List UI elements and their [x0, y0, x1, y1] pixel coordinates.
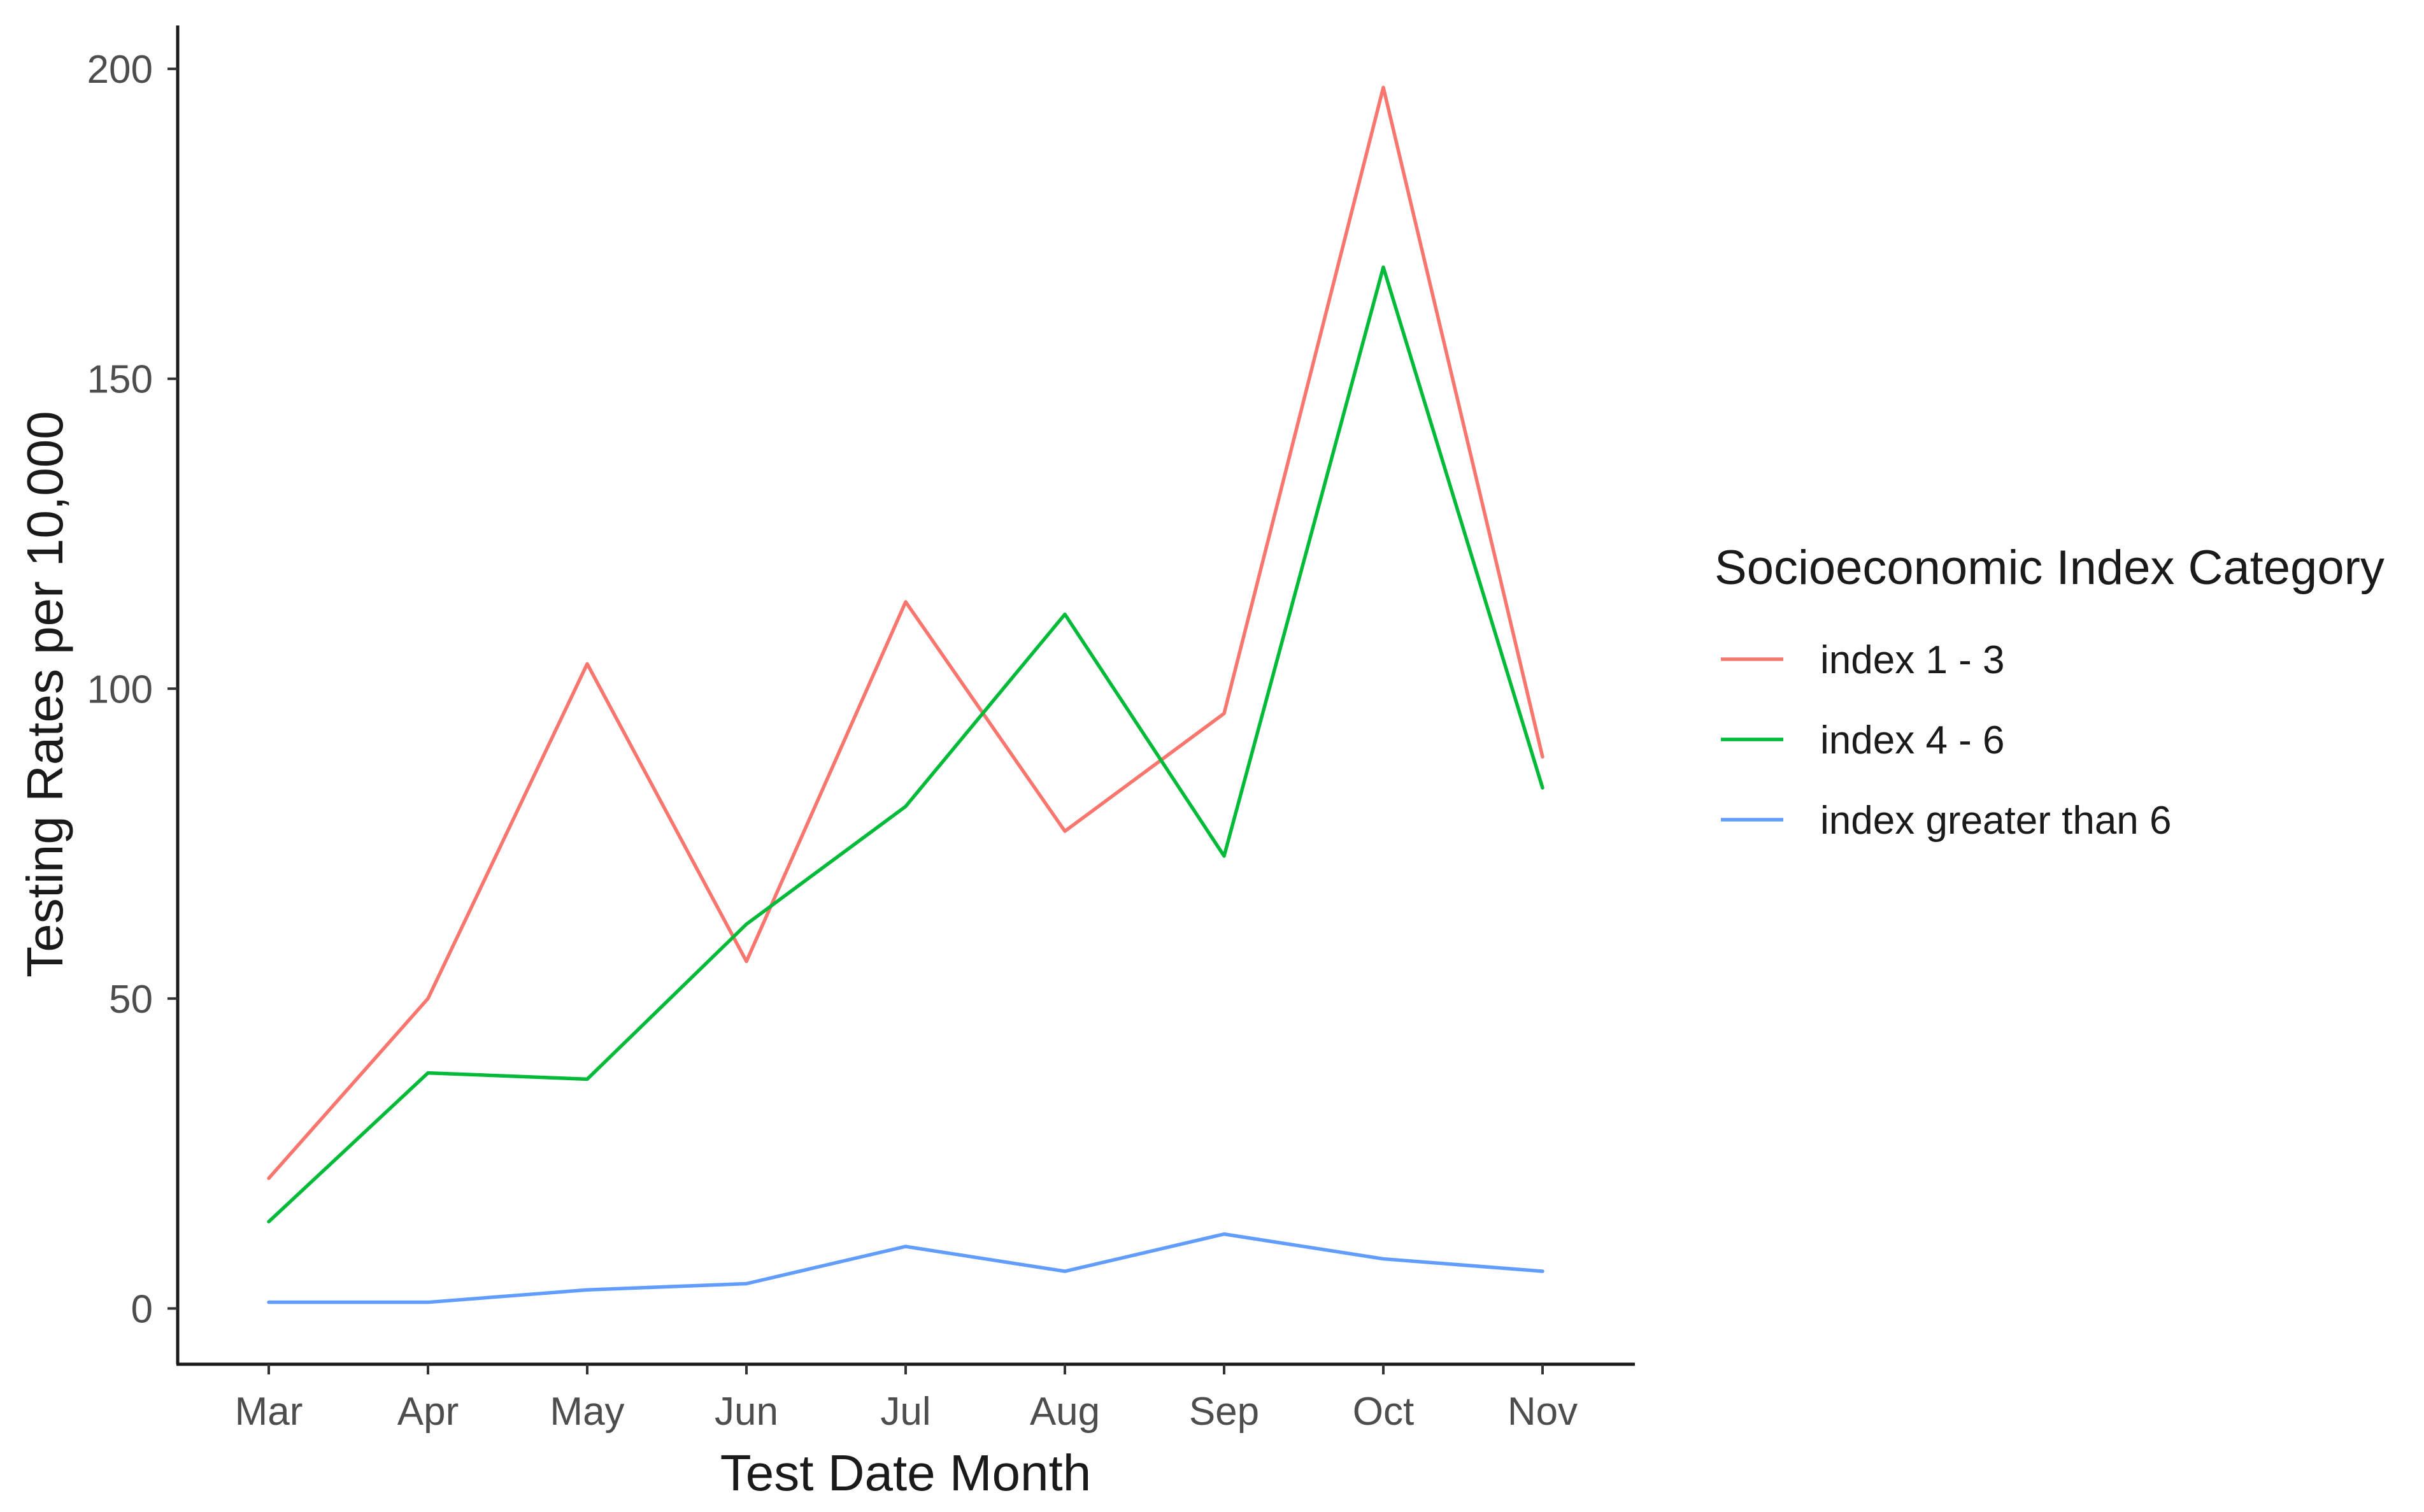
ticks: 0 50 100 150 200 Mar Apr May Jun Jul Aug Sep Oct Nov [87, 48, 1578, 1434]
y-tick-label: 100 [87, 667, 153, 711]
x-tick-label: Aug [1030, 1390, 1100, 1434]
x-tick-label: Sep [1189, 1390, 1259, 1434]
x-tick-label: Jun [715, 1390, 778, 1434]
legend-label-2: index 4 - 6 [1820, 718, 2005, 762]
series-line-3 [267, 1232, 1544, 1304]
x-tick-label: Apr [397, 1390, 459, 1434]
y-tick-label: 150 [87, 358, 153, 402]
x-tick-label: Mar [235, 1390, 303, 1434]
x-tick-label: Nov [1508, 1390, 1578, 1434]
x-tick-label: May [550, 1390, 624, 1434]
series-line-2 [267, 265, 1544, 1223]
y-tick-label: 50 [109, 978, 153, 1022]
y-tick-label: 200 [87, 48, 153, 92]
legend: Socioeconomic Index Category index 1 - 3… [1715, 541, 2385, 843]
legend-label-1: index 1 - 3 [1820, 638, 2005, 682]
legend-items: index 1 - 3 index 4 - 6 index greater than… [1721, 638, 2172, 843]
y-axis-title: Testing Rates per 10,000 [17, 411, 73, 977]
x-tick-label: Jul [880, 1390, 930, 1434]
x-axis-title: Test Date Month [720, 1444, 1092, 1501]
legend-label-3: index greater than 6 [1820, 799, 2172, 843]
plot-area [267, 85, 1544, 1304]
x-tick-label: Oct [1353, 1390, 1414, 1434]
legend-title: Socioeconomic Index Category [1715, 541, 2385, 595]
series-line-1 [267, 85, 1544, 1180]
y-tick-label: 0 [131, 1287, 153, 1331]
